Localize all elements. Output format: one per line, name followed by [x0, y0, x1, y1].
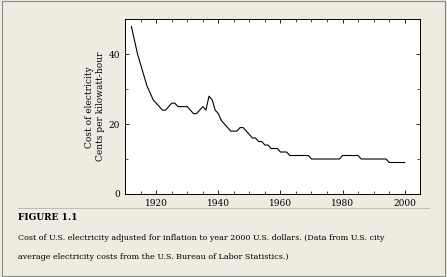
Text: FIGURE 1.1: FIGURE 1.1 — [18, 213, 77, 222]
Text: average electricity costs from the U.S. Bureau of Labor Statistics.): average electricity costs from the U.S. … — [18, 253, 288, 261]
Text: Cost of U.S. electricity adjusted for inflation to year 2000 U.S. dollars. (Data: Cost of U.S. electricity adjusted for in… — [18, 234, 384, 242]
Y-axis label: Cost of electricity
Cents per kilowatt-hour: Cost of electricity Cents per kilowatt-h… — [85, 52, 105, 161]
